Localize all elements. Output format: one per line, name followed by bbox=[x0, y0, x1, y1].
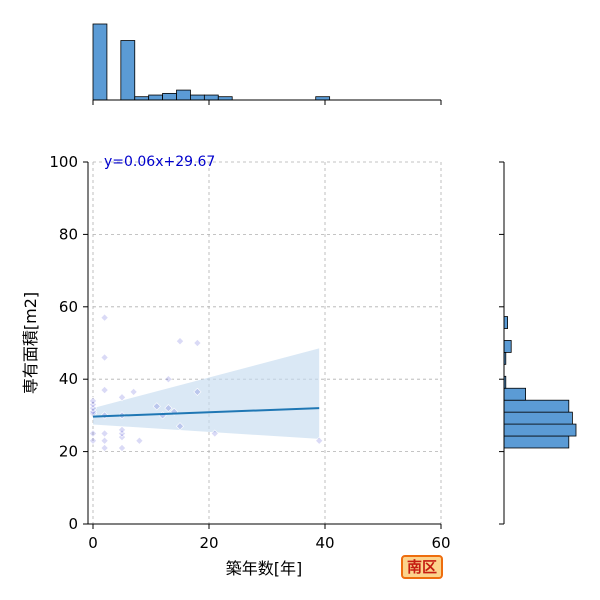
right-histogram-bar bbox=[503, 316, 508, 329]
scatter-point bbox=[175, 422, 185, 431]
x-tick-label: 20 bbox=[199, 534, 218, 552]
top-histogram-bar bbox=[148, 94, 163, 101]
scatter-point bbox=[193, 338, 202, 348]
confidence-band-area bbox=[93, 348, 320, 439]
top-histogram-bar bbox=[120, 40, 136, 101]
scatter-point bbox=[135, 436, 144, 445]
top-histogram-bar bbox=[190, 94, 205, 101]
top-histogram-bar bbox=[92, 23, 108, 101]
scatter-points bbox=[88, 313, 324, 453]
regression-line bbox=[92, 407, 320, 418]
right-histogram-bar bbox=[503, 340, 512, 353]
scatter-point bbox=[100, 429, 109, 438]
scatter-point bbox=[88, 396, 98, 405]
scatter-point bbox=[164, 404, 173, 413]
x-tick-label: 0 bbox=[88, 534, 98, 552]
scatter-point bbox=[129, 387, 138, 396]
district-badge: 南区 bbox=[401, 555, 443, 579]
scatter-point bbox=[100, 386, 109, 395]
scatter-point bbox=[100, 313, 109, 322]
scatter-point bbox=[117, 425, 127, 434]
scatter-point bbox=[210, 429, 219, 438]
y-tick-label: 100 bbox=[49, 153, 78, 171]
confidence-band bbox=[93, 348, 320, 439]
regression-line-path bbox=[92, 407, 320, 418]
scatter-point bbox=[100, 443, 109, 453]
main-axes: 0 20 40 60 0 20 40 60 80 100 bbox=[49, 153, 450, 552]
scatter-point bbox=[88, 429, 98, 438]
scatter-point bbox=[315, 436, 324, 445]
y-axis-label: 専有面積[m2] bbox=[21, 292, 40, 394]
right-histogram-bar bbox=[503, 399, 570, 413]
y-tick-label: 20 bbox=[59, 443, 78, 461]
top-histogram-bar bbox=[162, 92, 177, 101]
scatter-point bbox=[117, 393, 127, 402]
y-tick-label: 60 bbox=[59, 298, 78, 316]
top-marginal-histogram bbox=[92, 23, 442, 105]
scatter-point bbox=[193, 387, 202, 396]
right-histogram-bar bbox=[503, 387, 527, 401]
x-axis-label: 築年数[年] bbox=[226, 559, 303, 578]
scatter-point bbox=[100, 436, 109, 445]
right-histogram-bar bbox=[503, 411, 573, 425]
scatter-point bbox=[175, 337, 185, 346]
regression-equation: y=0.06x+29.67 bbox=[104, 154, 215, 170]
x-tick-label: 60 bbox=[431, 534, 450, 552]
scatter-point bbox=[117, 443, 127, 453]
scatter-point bbox=[88, 436, 98, 445]
right-histogram-bar bbox=[503, 423, 577, 437]
scatter-point bbox=[164, 375, 173, 384]
scatter-point bbox=[88, 409, 98, 418]
top-histogram-bar bbox=[176, 89, 191, 101]
x-tick-label: 40 bbox=[315, 534, 334, 552]
y-tick-label: 0 bbox=[68, 515, 78, 533]
scatter-point bbox=[100, 353, 109, 362]
scatter-point bbox=[152, 402, 161, 411]
y-tick-label: 80 bbox=[59, 225, 78, 243]
right-histogram-bar bbox=[503, 435, 570, 449]
right-marginal-histogram bbox=[499, 161, 577, 525]
main-gridlines bbox=[92, 161, 442, 525]
y-tick-label: 40 bbox=[59, 370, 78, 388]
top-histogram-bar bbox=[203, 94, 219, 101]
